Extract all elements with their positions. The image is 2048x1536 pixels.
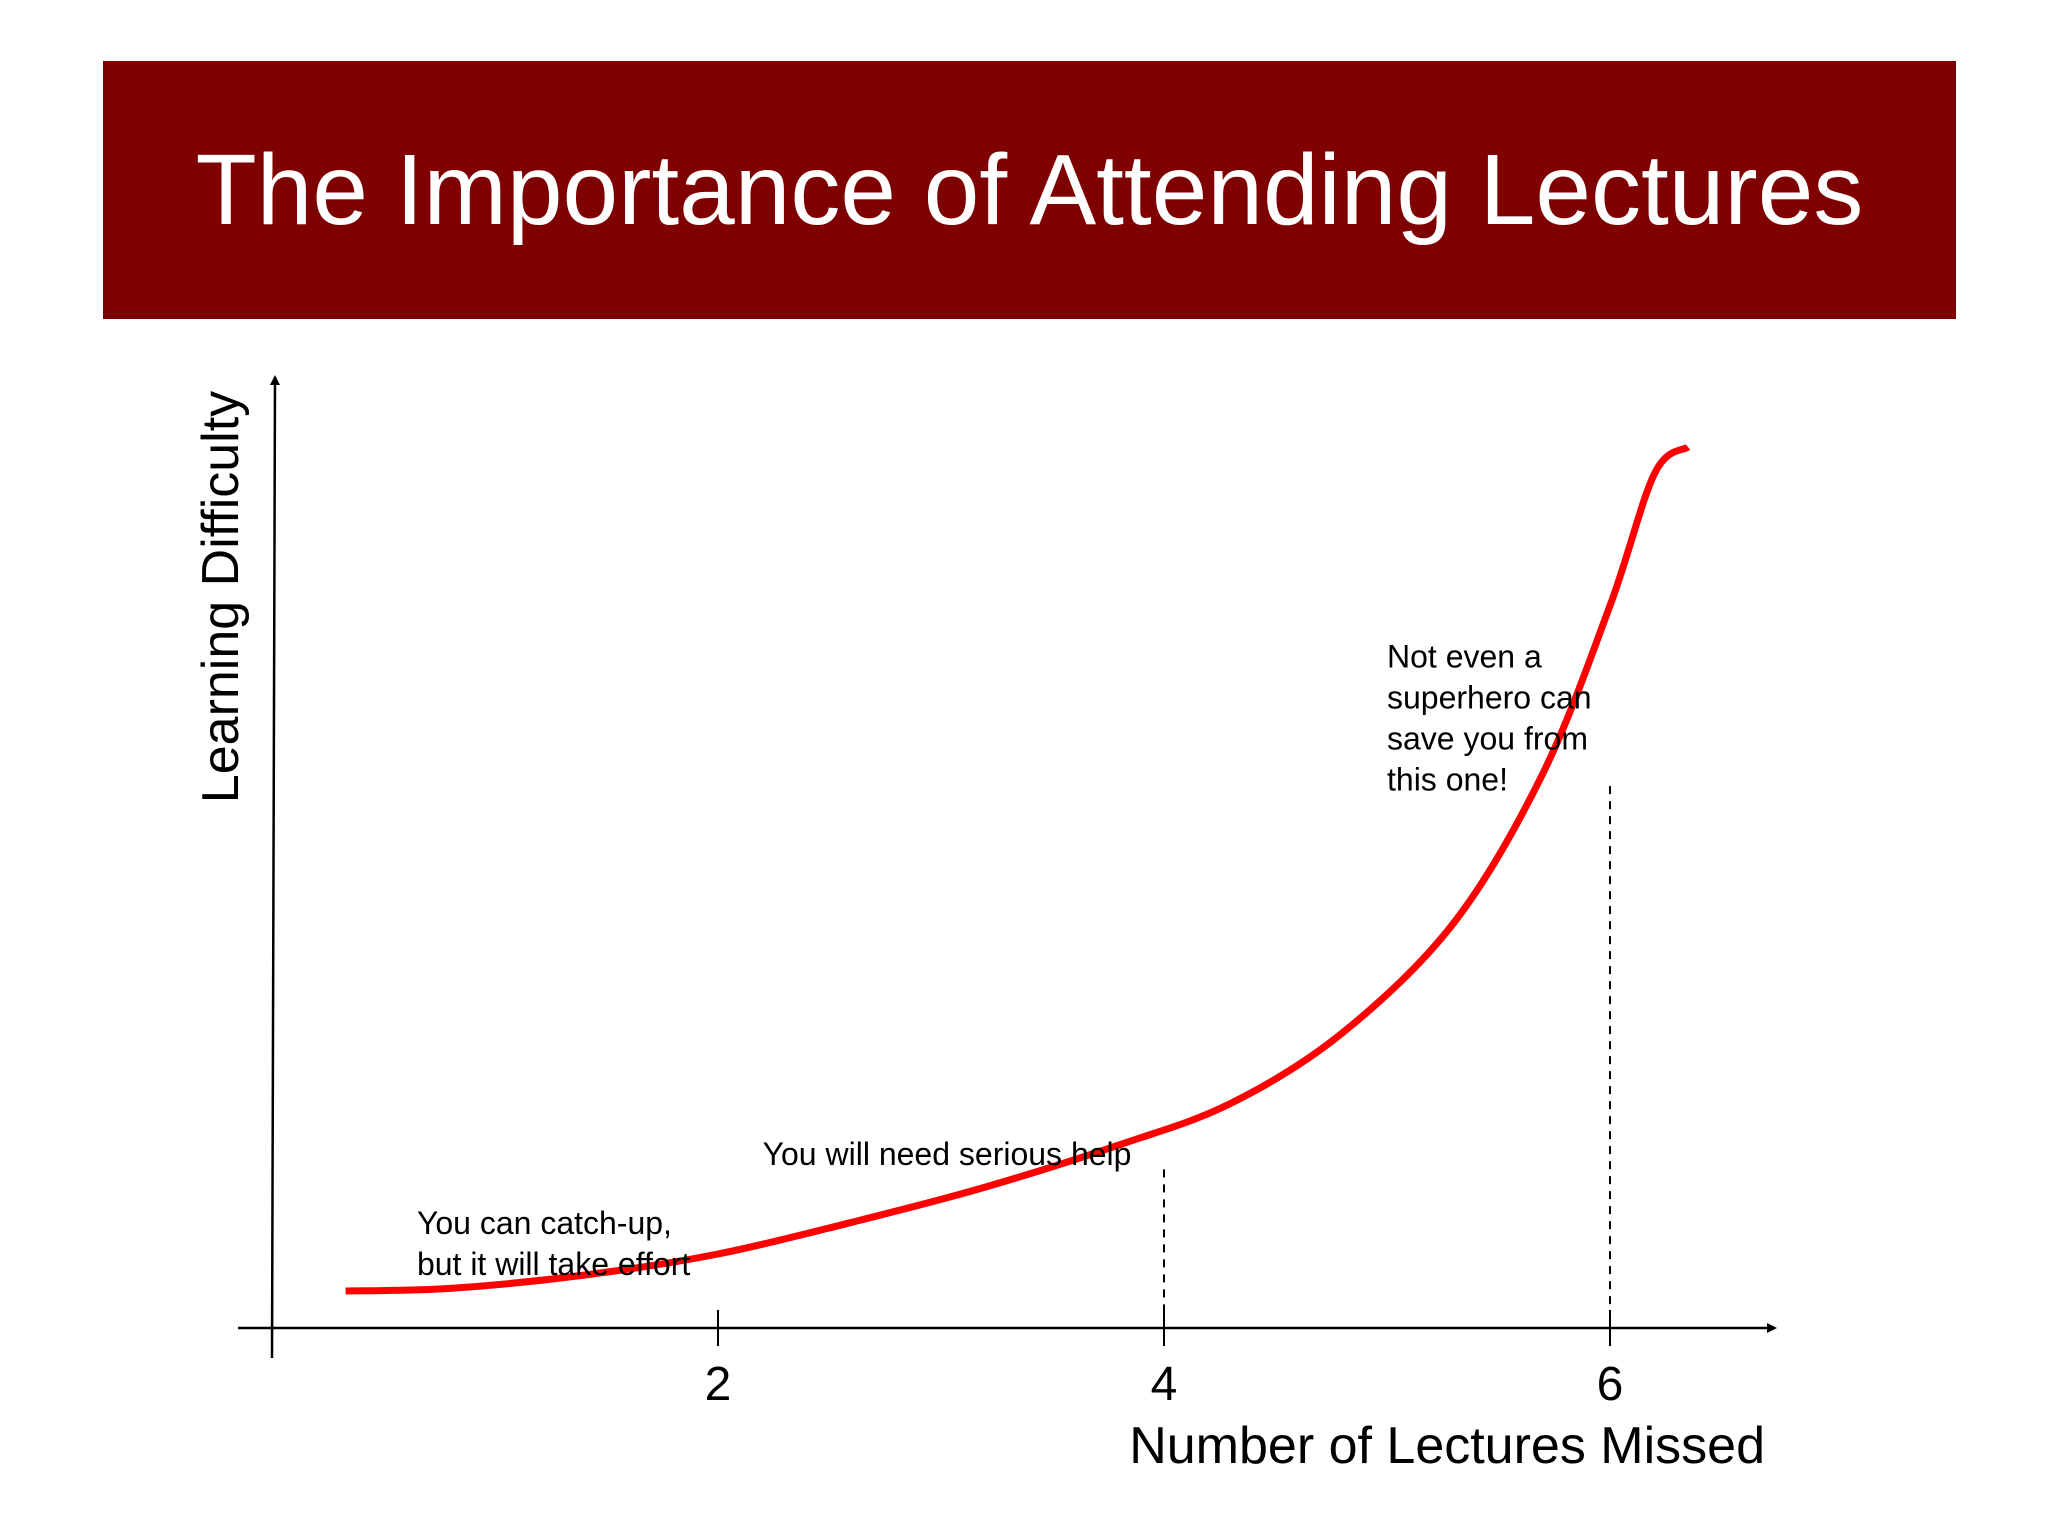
annotation-text: You will need serious help	[763, 1136, 1132, 1172]
annotation-text: Not even a superhero can save you from this…	[1387, 639, 1592, 798]
difficulty-curve	[345, 443, 1691, 1295]
y-axis	[269, 375, 280, 1359]
x-tick-label: 2	[705, 1358, 732, 1411]
x-tick-label: 4	[1151, 1358, 1178, 1411]
x-tick-label: 6	[1597, 1358, 1624, 1411]
annotation-text: You can catch-up, but it will take effort	[417, 1205, 690, 1282]
slide-title: The Importance of Attending Lectures	[195, 133, 1864, 246]
y-axis-label: Learning Difficulty	[192, 391, 250, 803]
title-banner: The Importance of Attending Lectures	[103, 61, 1956, 319]
x-axis-label: Number of Lectures Missed	[1129, 1417, 1765, 1475]
